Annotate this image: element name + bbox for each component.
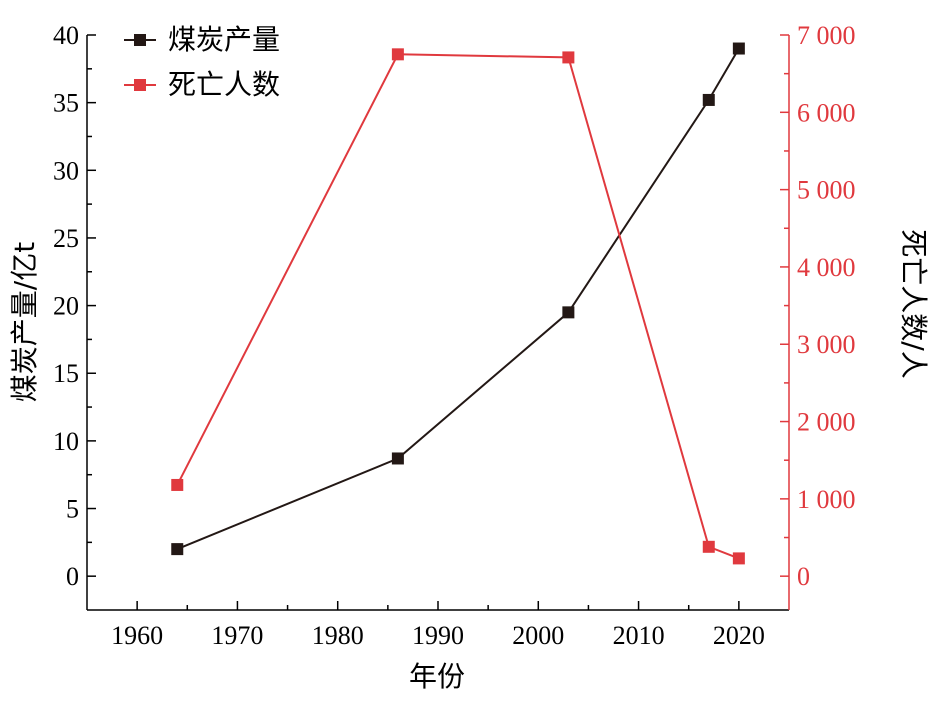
y-left-tick-label: 30 <box>53 156 79 185</box>
x-tick-label: 2010 <box>613 621 665 650</box>
x-axis-title: 年份 <box>409 660 465 693</box>
y-right-tick-label: 0 <box>797 562 810 591</box>
y-left-tick-label: 40 <box>53 21 79 50</box>
data-point-coal-output <box>732 42 745 55</box>
y-left-tick-label: 20 <box>53 292 79 321</box>
data-point-coal-output <box>171 543 184 556</box>
data-point-coal-output <box>562 306 575 319</box>
y-left-tick-label: 10 <box>53 427 79 456</box>
y-left-tick-label: 5 <box>66 495 79 524</box>
series-line-deaths <box>176 53 740 560</box>
data-point-deaths <box>171 478 184 491</box>
data-point-coal-output <box>391 452 404 465</box>
data-point-deaths <box>391 48 404 61</box>
legend-label-coal: 煤炭产量 <box>168 23 280 56</box>
y-left-tick-label: 35 <box>53 89 79 118</box>
y-left-tick-label: 0 <box>66 562 79 591</box>
legend-label-deaths: 死亡人数 <box>168 68 280 101</box>
data-point-deaths <box>562 51 575 64</box>
legend: 煤炭产量 死亡人数 <box>124 23 280 101</box>
legend-marker-coal <box>134 34 146 46</box>
y-right-tick-label: 5 000 <box>797 176 856 205</box>
x-tick-label: 2000 <box>512 621 564 650</box>
data-point-coal-output <box>702 93 715 106</box>
y-right-tick-label: 7 000 <box>797 21 856 50</box>
axes: 1960 1970 1980 1990 2000 2010 2020 0 5 10 15 20 25 30… <box>53 21 856 650</box>
y-left-tick-label: 15 <box>53 359 79 388</box>
x-tick-label: 1980 <box>312 621 364 650</box>
series-line-coal-output <box>176 47 740 551</box>
series-layer <box>171 42 745 565</box>
x-tick-label: 1970 <box>211 621 263 650</box>
y-axis-left-title: 煤炭产量/亿t <box>8 242 41 402</box>
data-point-deaths <box>732 552 745 565</box>
y-right-tick-label: 1 000 <box>797 485 856 514</box>
x-tick-label: 1990 <box>412 621 464 650</box>
y-right-tick-label: 6 000 <box>797 98 856 127</box>
legend-marker-deaths <box>134 79 146 91</box>
y-right-tick-label: 4 000 <box>797 253 856 282</box>
x-tick-label: 2020 <box>713 621 765 650</box>
y-right-tick-label: 3 000 <box>797 330 856 359</box>
y-left-tick-label: 25 <box>53 224 79 253</box>
data-point-deaths <box>702 540 715 553</box>
x-tick-label: 1960 <box>111 621 163 650</box>
y-axis-right-title: 死亡人数/人 <box>897 229 928 378</box>
y-right-tick-label: 2 000 <box>797 408 856 437</box>
